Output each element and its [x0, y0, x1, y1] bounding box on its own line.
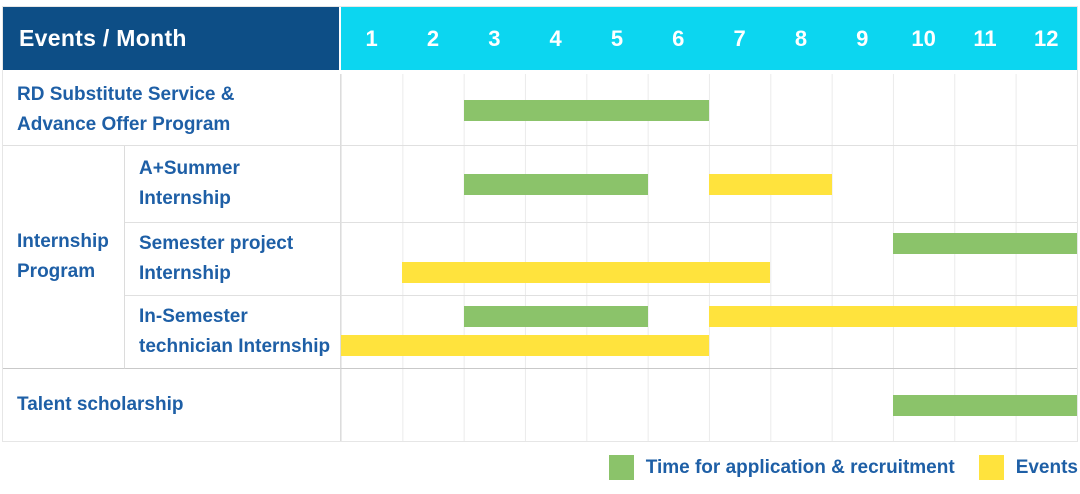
event-bar	[402, 262, 771, 283]
event-bar	[709, 174, 832, 195]
month-label: 9	[856, 25, 869, 51]
chart-row-in-semester-technician-internship	[341, 296, 1077, 369]
label-line: Internship	[17, 231, 109, 252]
row-label-rd-substitute-service: RD Substitute Service & Advance Offer Pr…	[3, 74, 341, 146]
label-line: Semester project	[139, 233, 294, 254]
row-label-talent-scholarship: Talent scholarship	[3, 369, 341, 441]
label-line: Internship	[139, 188, 231, 209]
label-line: technician Internship	[139, 336, 331, 357]
month-label: 10	[911, 25, 936, 51]
legend-item-events: Events	[978, 455, 1078, 480]
month-label: 4	[549, 25, 562, 51]
legend-label-application: Time for application & recruitment	[645, 456, 955, 478]
group-label-internship-program: Internship Program	[3, 146, 125, 369]
legend-label-events: Events	[1015, 456, 1078, 478]
label-line: Program	[17, 261, 96, 282]
application-bar	[463, 306, 648, 327]
label-line: Talent scholarship	[17, 394, 184, 415]
month-label: 11	[973, 25, 997, 51]
row-label-a-plus-summer-internship: A+Summer Internship	[125, 146, 341, 223]
label-line: A+Summer	[139, 158, 240, 179]
chart-row-semester-project-internship	[341, 223, 1077, 296]
label-line: Advance Offer Program	[17, 113, 231, 135]
application-bar	[463, 174, 648, 195]
month-header-row: 1 2 3 4 5 6 7 8 9 10 11 12	[341, 7, 1077, 74]
month-label: 12	[1034, 25, 1059, 51]
row-label-in-semester-technician-internship: In-Semester technician Internship	[125, 296, 341, 369]
application-bar	[463, 99, 709, 121]
month-label: 1	[365, 25, 378, 51]
month-label: 6	[672, 25, 685, 51]
schedule-table: Events / Month 1 2 3 4 5 6 7 8 9 10 11 12 RD Substi…	[2, 6, 1078, 442]
application-swatch-icon	[608, 455, 634, 480]
label-line: Internship	[139, 263, 231, 284]
month-label: 5	[610, 25, 624, 51]
chart-row-talent-scholarship	[341, 369, 1077, 441]
legend: Time for application & recruitment Event…	[608, 455, 1078, 480]
month-label: 3	[488, 25, 501, 51]
label-line: RD Substitute Service &	[17, 83, 235, 105]
chart-row-a-plus-summer-internship	[341, 146, 1077, 223]
month-label: 2	[426, 25, 440, 51]
month-label: 8	[794, 25, 808, 51]
event-bar	[341, 335, 709, 356]
month-label: 7	[733, 25, 746, 51]
application-bar	[893, 233, 1077, 254]
chart-row-rd-substitute-service	[341, 74, 1077, 146]
events-month-label: Events / Month	[19, 25, 187, 51]
label-line: In-Semester	[139, 306, 248, 327]
event-swatch-icon	[978, 455, 1004, 480]
application-bar	[893, 395, 1077, 416]
row-label-semester-project-internship: Semester project Internship	[125, 223, 341, 296]
event-bar	[709, 306, 1077, 327]
legend-item-application: Time for application & recruitment	[608, 455, 955, 480]
events-month-header-cell: Events / Month	[3, 7, 341, 74]
